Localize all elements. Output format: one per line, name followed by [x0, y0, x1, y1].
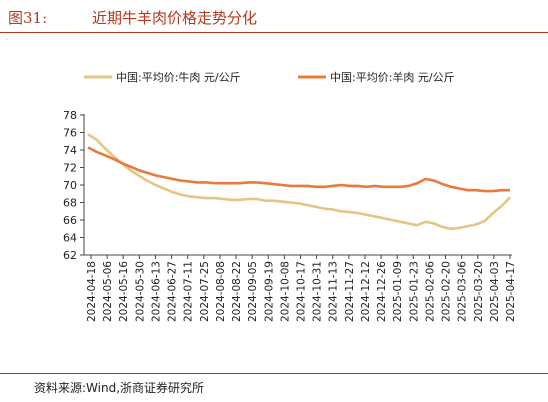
x-tick-label: 2025-01-23 — [408, 261, 420, 322]
series-lines — [87, 133, 511, 231]
x-tick-label: 2024-05-06 — [102, 261, 114, 322]
x-tick-label: 2025-04-17 — [505, 261, 517, 322]
legend-label-beef: 中国:平均价:牛肉 元/公斤 — [116, 70, 241, 84]
y-tick-label: 62 — [63, 249, 77, 262]
x-ticks: 2024-04-18 2024-05-06 2024-05-16 2024-05-30… — [86, 255, 517, 322]
figure-number: 图31: — [8, 9, 48, 27]
x-tick-label: 2024-05-16 — [118, 261, 130, 322]
x-tick-label: 2024-10-17 — [296, 261, 308, 322]
x-tick-label: 2025-03-06 — [457, 261, 469, 322]
legend-label-mutton: 中国:平均价:羊肉 元/公斤 — [330, 70, 455, 84]
x-tick-label: 2024-08-08 — [215, 261, 227, 322]
x-tick-label: 2025-02-20 — [441, 261, 453, 322]
y-tick-label: 72 — [63, 162, 77, 175]
y-tick-label: 66 — [63, 214, 77, 227]
x-tick-label: 2024-12-12 — [360, 261, 372, 322]
x-tick-label: 2024-10-08 — [279, 261, 291, 322]
x-tick-label: 2025-03-20 — [473, 261, 485, 322]
x-tick-label: 2024-06-27 — [167, 261, 179, 322]
header-rule — [0, 32, 548, 33]
x-tick-label: 2024-12-26 — [376, 261, 388, 322]
x-tick-label: 2024-10-31 — [312, 261, 324, 322]
x-tick-label: 2024-11-13 — [328, 261, 340, 322]
y-tick-label: 74 — [63, 144, 77, 157]
footer-rule — [0, 373, 548, 374]
x-tick-label: 2024-08-22 — [231, 261, 243, 322]
x-tick-label: 2024-09-19 — [263, 261, 275, 322]
x-tick-label: 2024-07-25 — [199, 261, 211, 322]
y-tick-label: 64 — [63, 232, 77, 245]
y-tick-label: 78 — [63, 109, 77, 122]
figure-header: 图31: 近期牛羊肉价格走势分化 — [0, 0, 548, 34]
y-tick-label: 76 — [63, 127, 77, 140]
series-line-beef — [87, 133, 511, 231]
x-tick-label: 2025-04-03 — [489, 261, 501, 322]
y-tick-label: 68 — [63, 197, 77, 210]
x-tick-label: 2024-09-05 — [247, 261, 259, 322]
source-note: 资料来源:Wind,浙商证券研究所 — [34, 381, 205, 395]
series-line-mutton — [87, 146, 510, 193]
x-tick-label: 2024-07-11 — [183, 261, 195, 322]
x-tick-label: 2024-05-30 — [134, 261, 146, 322]
x-tick-label: 2024-11-27 — [344, 261, 356, 322]
corner-mark: · — [6, 36, 9, 44]
x-tick-label: 2025-02-06 — [424, 261, 436, 322]
x-tick-label: 2024-06-13 — [150, 261, 162, 322]
chart-legend: 中国:平均价:牛肉 元/公斤 中国:平均价:羊肉 元/公斤 — [84, 70, 455, 84]
y-tick-label: 70 — [63, 179, 77, 192]
figure-title: 近期牛羊肉价格走势分化 — [92, 9, 258, 27]
x-tick-label: 2024-04-18 — [86, 261, 98, 322]
y-ticks: 62 64 66 68 70 72 74 76 78 — [63, 109, 84, 262]
x-tick-label: 2025-01-09 — [392, 261, 404, 322]
price-line-chart: 中国:平均价:牛肉 元/公斤 中国:平均价:羊肉 元/公斤 62 64 66 68 70… — [63, 70, 517, 322]
